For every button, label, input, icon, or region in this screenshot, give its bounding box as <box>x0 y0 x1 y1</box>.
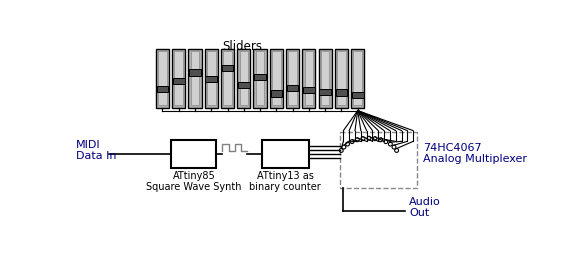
Bar <box>288 51 297 105</box>
Bar <box>335 49 348 108</box>
Text: ATtiny85
Square Wave Synth: ATtiny85 Square Wave Synth <box>146 171 242 192</box>
Text: Audio
Out: Audio Out <box>409 197 441 218</box>
Bar <box>272 51 280 105</box>
Bar <box>156 49 169 108</box>
Bar <box>237 49 250 108</box>
Bar <box>319 49 332 108</box>
Bar <box>337 51 346 105</box>
Bar <box>305 51 313 105</box>
Text: Sliders: Sliders <box>223 40 263 53</box>
Bar <box>222 65 233 71</box>
Bar <box>158 51 167 105</box>
Bar <box>287 85 298 91</box>
Bar <box>156 86 168 92</box>
Bar <box>239 51 248 105</box>
Text: ATtiny13 as
binary counter: ATtiny13 as binary counter <box>249 171 321 192</box>
Bar <box>319 89 331 95</box>
Text: MIDI
Data In: MIDI Data In <box>76 140 117 162</box>
Bar <box>271 91 282 97</box>
Bar <box>205 76 217 82</box>
Bar <box>205 49 218 108</box>
Bar <box>223 51 232 105</box>
Bar <box>256 51 264 105</box>
Bar <box>354 51 362 105</box>
Bar <box>188 49 201 108</box>
Bar <box>254 74 266 80</box>
Bar <box>339 132 417 188</box>
Bar <box>270 49 283 108</box>
Bar <box>189 69 201 76</box>
Bar <box>207 51 215 105</box>
Bar <box>352 92 364 98</box>
Bar <box>262 140 309 168</box>
Bar <box>302 49 316 108</box>
Text: 74HC4067
Analog Multiplexer: 74HC4067 Analog Multiplexer <box>423 143 527 164</box>
Bar <box>321 51 329 105</box>
Bar <box>336 89 347 96</box>
Bar <box>221 49 234 108</box>
Bar <box>286 49 299 108</box>
Bar <box>173 77 185 84</box>
Bar <box>171 140 216 168</box>
Bar <box>351 49 364 108</box>
Bar <box>174 51 183 105</box>
Bar <box>303 87 314 93</box>
Bar <box>191 51 199 105</box>
Bar <box>238 82 250 88</box>
Bar <box>172 49 185 108</box>
Bar <box>253 49 267 108</box>
